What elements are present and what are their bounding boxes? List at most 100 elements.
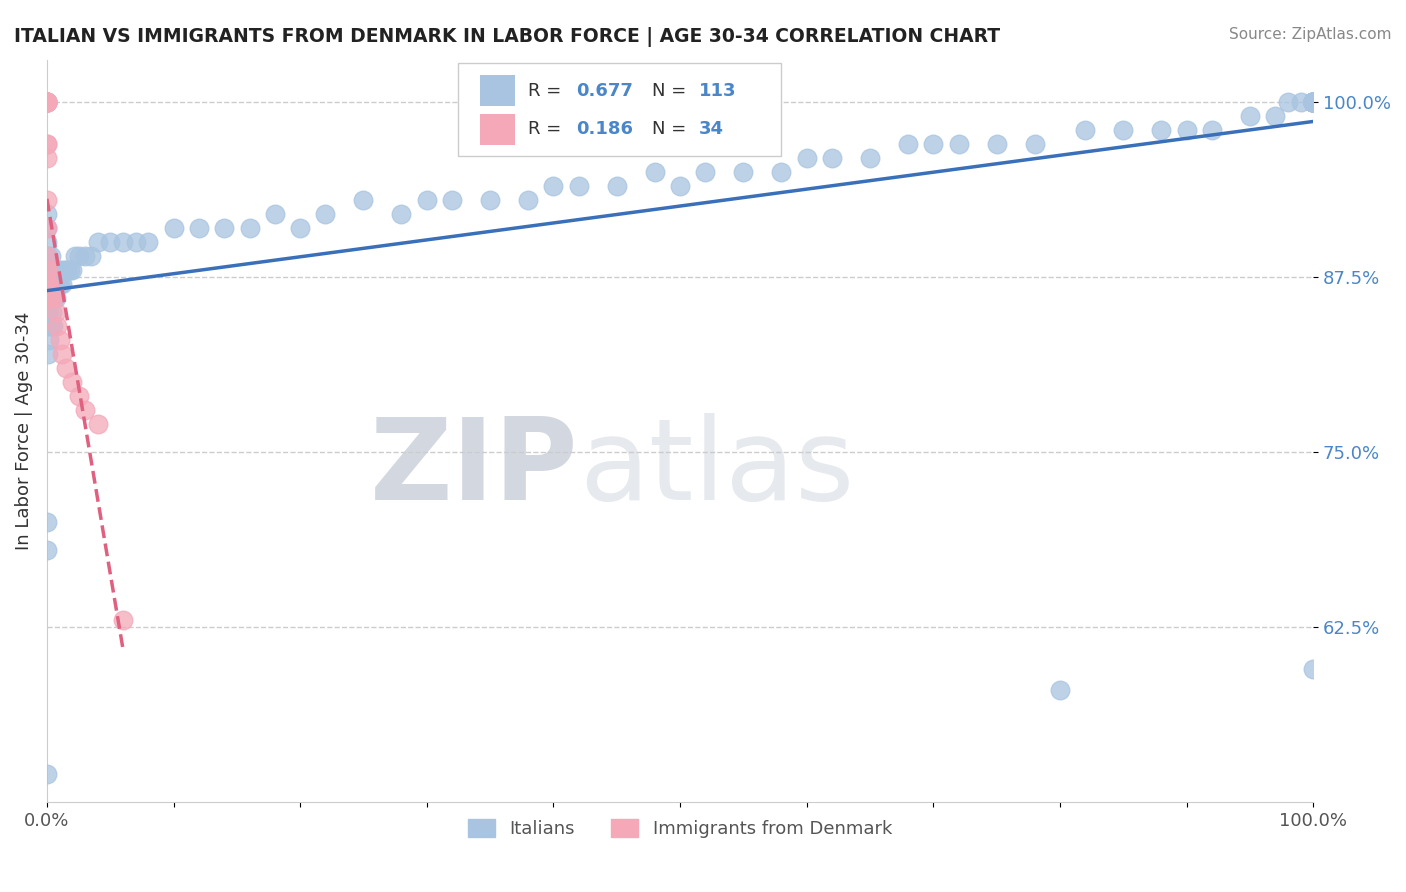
Point: [986, 136, 1008, 151]
Point: [479, 193, 502, 207]
Point: [35, 262, 58, 277]
Point: [606, 178, 628, 193]
Point: [315, 207, 337, 221]
Point: [35, 515, 58, 529]
Point: [517, 193, 540, 207]
Point: [136, 235, 159, 249]
Point: [56, 262, 79, 277]
Point: [162, 220, 184, 235]
Point: [45, 291, 67, 305]
Point: [1302, 95, 1324, 109]
Point: [35, 262, 58, 277]
Point: [35, 95, 58, 109]
Bar: [479, 75, 516, 106]
Point: [37, 277, 59, 291]
Point: [35, 543, 58, 558]
Point: [98, 235, 121, 249]
Point: [1302, 95, 1324, 109]
Point: [543, 178, 565, 193]
Point: [55, 262, 77, 277]
Point: [859, 151, 882, 165]
Point: [73, 403, 96, 417]
Point: [86, 417, 108, 431]
Point: [67, 249, 90, 263]
Point: [1302, 95, 1324, 109]
Point: [733, 164, 755, 178]
Point: [1302, 95, 1324, 109]
Legend: Italians, Immigrants from Denmark: Italians, Immigrants from Denmark: [461, 812, 900, 846]
Point: [42, 277, 65, 291]
Point: [124, 235, 146, 249]
Point: [46, 277, 69, 291]
Point: [35, 95, 58, 109]
Point: [35, 193, 58, 207]
Point: [1302, 95, 1324, 109]
Point: [1302, 95, 1324, 109]
Point: [48, 333, 70, 347]
Point: [35, 95, 58, 109]
Point: [288, 220, 311, 235]
Point: [212, 220, 235, 235]
Point: [770, 164, 793, 178]
Point: [1302, 95, 1324, 109]
Point: [1302, 95, 1324, 109]
Point: [1302, 95, 1324, 109]
Point: [35, 277, 58, 291]
Point: [35, 249, 58, 263]
Point: [1302, 95, 1324, 109]
Point: [60, 375, 83, 389]
Point: [1302, 95, 1324, 109]
Point: [35, 136, 58, 151]
Text: ITALIAN VS IMMIGRANTS FROM DENMARK IN LABOR FORCE | AGE 30-34 CORRELATION CHART: ITALIAN VS IMMIGRANTS FROM DENMARK IN LA…: [14, 27, 1000, 46]
Point: [37, 291, 59, 305]
Point: [1289, 95, 1312, 109]
Point: [38, 333, 60, 347]
Point: [187, 220, 209, 235]
Point: [1074, 122, 1097, 136]
Point: [35, 95, 58, 109]
Point: [644, 164, 666, 178]
Point: [37, 318, 59, 333]
Point: [60, 262, 83, 277]
Point: [263, 207, 285, 221]
Point: [111, 613, 134, 627]
Point: [35, 767, 58, 781]
Bar: [479, 114, 516, 145]
Point: [1302, 662, 1324, 676]
Point: [35, 207, 58, 221]
Point: [1049, 683, 1071, 698]
Point: [46, 318, 69, 333]
Point: [1264, 109, 1286, 123]
Point: [1302, 95, 1324, 109]
Point: [39, 277, 62, 291]
Text: N =: N =: [652, 120, 692, 138]
Point: [42, 318, 65, 333]
Point: [353, 193, 375, 207]
Point: [1302, 95, 1324, 109]
Point: [35, 95, 58, 109]
Point: [35, 220, 58, 235]
Point: [1302, 95, 1324, 109]
Point: [1302, 95, 1324, 109]
Point: [1302, 95, 1324, 109]
Text: 0.186: 0.186: [576, 120, 633, 138]
Point: [669, 178, 692, 193]
Point: [48, 277, 70, 291]
Point: [1302, 95, 1324, 109]
Text: 0.677: 0.677: [576, 82, 633, 100]
Point: [35, 95, 58, 109]
Point: [568, 178, 591, 193]
Point: [1302, 95, 1324, 109]
Point: [695, 164, 717, 178]
Point: [821, 151, 844, 165]
Point: [35, 235, 58, 249]
Point: [1239, 109, 1261, 123]
Point: [52, 262, 75, 277]
Point: [35, 95, 58, 109]
Point: [80, 249, 103, 263]
Point: [1302, 95, 1324, 109]
Text: ZIP: ZIP: [370, 413, 579, 524]
FancyBboxPatch shape: [458, 63, 782, 156]
Point: [897, 136, 920, 151]
Point: [35, 277, 58, 291]
